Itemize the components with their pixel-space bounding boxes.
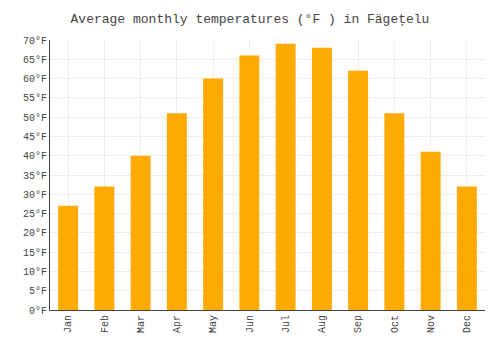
svg-text:70°F: 70°F [23,36,47,47]
svg-text:Mar: Mar [136,315,147,333]
svg-text:40°F: 40°F [23,151,47,162]
svg-text:Feb: Feb [100,315,111,333]
svg-text:Apr: Apr [172,315,183,333]
svg-text:Dec: Dec [462,315,473,333]
svg-text:Jul: Jul [281,315,292,333]
svg-text:50°F: 50°F [23,113,47,124]
svg-text:Oct: Oct [390,315,401,333]
svg-text:15°F: 15°F [23,248,47,259]
svg-text:5°F: 5°F [29,286,47,297]
svg-text:Jun: Jun [245,315,256,333]
svg-text:30°F: 30°F [23,190,47,201]
svg-text:35°F: 35°F [23,171,47,182]
svg-text:0°F: 0°F [29,306,47,317]
svg-text:Sep: Sep [353,315,364,333]
svg-text:Nov: Nov [426,315,437,333]
svg-text:Jan: Jan [63,315,74,333]
svg-text:20°F: 20°F [23,228,47,239]
svg-text:45°F: 45°F [23,132,47,143]
svg-text:55°F: 55°F [23,93,47,104]
svg-text:May: May [208,315,219,333]
svg-text:10°F: 10°F [23,267,47,278]
svg-text:65°F: 65°F [23,55,47,66]
svg-text:Aug: Aug [317,315,328,333]
svg-text:60°F: 60°F [23,74,47,85]
svg-text:25°F: 25°F [23,209,47,220]
svg-text:Average monthly temperatures (: Average monthly temperatures (°F ) in Fä… [71,12,430,27]
